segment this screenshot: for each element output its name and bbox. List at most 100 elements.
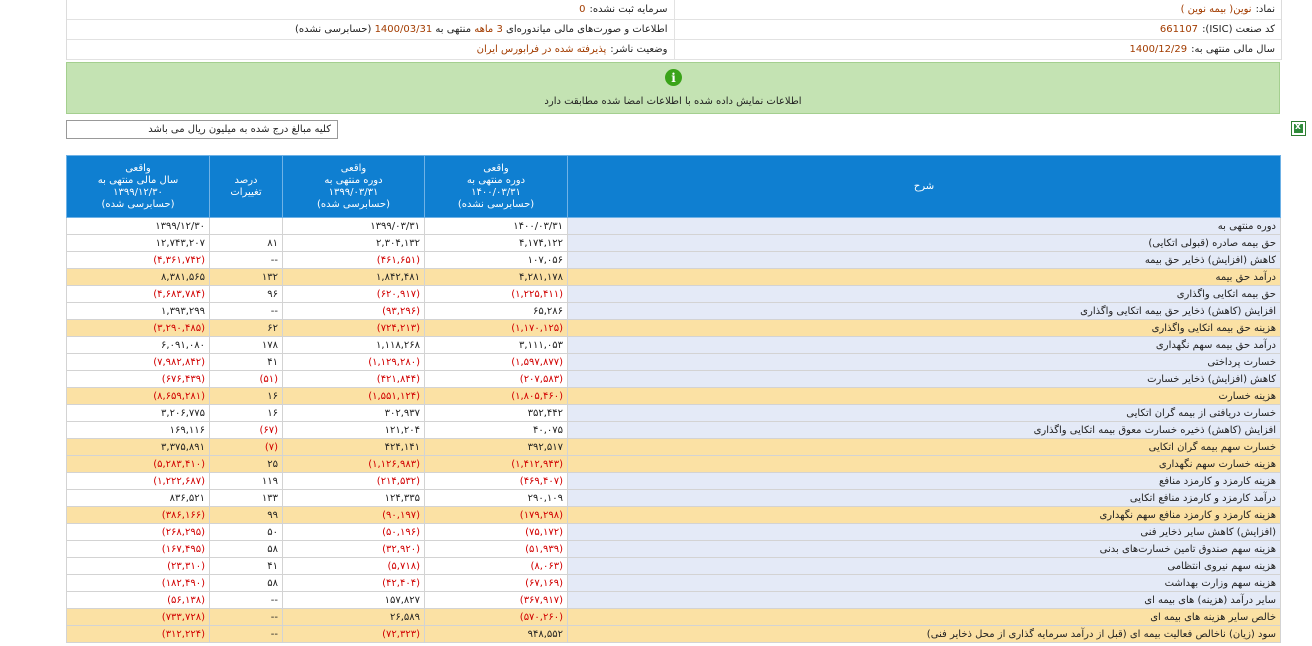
value-cell: ۹۴۸,۵۵۲ (424, 625, 568, 643)
value-cell: (۴۶۹,۴۰۷) (424, 472, 568, 490)
value-cell: (۱,۲۲۵,۴۱۱) (424, 285, 568, 303)
value-cell: (۹۰,۱۹۷) (282, 506, 425, 524)
value-cell: ۱,۳۹۳,۲۹۹ (66, 302, 210, 320)
value-cell: ۱۳۹۹/۰۳/۳۱ (282, 217, 425, 235)
row-label: خسارت سهم بیمه گران اتکایی (567, 438, 1281, 456)
info-row-3: سال مالی منتهی به: 1400/12/29 وضعیت ناشر… (67, 40, 1281, 60)
value-cell: ۸,۳۸۱,۵۶۵ (66, 268, 210, 286)
table-row: خسارت دریافتی از بیمه گران اتکایی ۳۵۲,۴۴۲… (66, 404, 1281, 422)
change-percent-cell: ۵۸ (209, 540, 283, 558)
table-row: حق بیمه صادره (قبولی اتکایی) ۴,۱۷۴,۱۲۲ ۲,۳… (66, 234, 1281, 252)
value-cell: ۲۹۰,۱۰۹ (424, 489, 568, 507)
value-cell: (۷,۹۸۲,۸۴۲) (66, 353, 210, 371)
value-cell: (۱,۴۱۲,۹۴۳) (424, 455, 568, 473)
publisher-status-value: پذیرفته شده در فرابورس ایران (476, 44, 607, 55)
row-label: سود (زیان) ناخالص فعالیت بیمه ای (قبل از… (567, 625, 1281, 643)
row-label: هزینه حق بیمه اتکایی واگذاری (567, 319, 1281, 337)
symbol-label: نماد: (1255, 4, 1275, 15)
value-cell: (۶۷۶,۴۳۹) (66, 370, 210, 388)
table-row: کاهش (افزایش) ذخایر خسارت (۲۰۷,۵۸۳) (۴۲۱,۸… (66, 370, 1281, 388)
table-row: کاهش (افزایش) ذخایر حق بیمه ۱۰۷,۰۵۶ (۴۶۱,۶… (66, 251, 1281, 269)
value-cell: (۱,۱۲۹,۲۸۰) (282, 353, 425, 371)
change-percent-cell: ۱۳۲ (209, 268, 283, 286)
table-row: حق بیمه اتکایی واگذاری (۱,۲۲۵,۴۱۱) (۶۲۰,۹۱… (66, 285, 1281, 303)
value-cell: ۴۲۴,۱۴۱ (282, 438, 425, 456)
value-cell: (۳۱۲,۲۲۴) (66, 625, 210, 643)
table-row: خسارت سهم بیمه گران اتکایی ۳۹۲,۵۱۷ ۴۲۴,۱۴۱… (66, 438, 1281, 456)
unregistered-capital-value: 0 (579, 4, 586, 15)
fiscal-year-value: 1400/12/29 (1129, 44, 1188, 55)
change-percent-cell: ۱۱۹ (209, 472, 283, 490)
value-cell: (۴۲,۴۰۴) (282, 574, 425, 592)
row-label: خالص سایر هزینه های بیمه ای (567, 608, 1281, 626)
table-row: هزینه کارمزد و کارمزد منافع سهم نگهداری(… (66, 506, 1281, 524)
table-row: سود (زیان) ناخالص فعالیت بیمه ای (قبل از… (66, 625, 1281, 643)
value-cell: ۱۶۹,۱۱۶ (66, 421, 210, 439)
value-cell: (۲۳,۳۱۰) (66, 557, 210, 575)
value-cell: ۳,۱۱۱,۰۵۳ (424, 336, 568, 354)
change-percent-cell: ۱۶ (209, 404, 283, 422)
income-statement-table: شرح واقعی دوره منتهی به ۱۴۰۰/۰۳/۳۱ (حسابرسی… (66, 155, 1281, 643)
row-label: هزینه کارمزد و کارمزد منافع (567, 472, 1281, 490)
symbol-value[interactable]: نوین( بیمه نوین ) (1180, 4, 1252, 15)
row-label: هزینه سهم وزارت بهداشت (567, 574, 1281, 592)
value-cell: (۲۱۴,۵۳۲) (282, 472, 425, 490)
change-percent-cell: ۶۲ (209, 319, 283, 337)
row-label: خسارت دریافتی از بیمه گران اتکایی (567, 404, 1281, 422)
info-icon: i (665, 69, 682, 86)
value-cell: (۱,۱۷۰,۱۲۵) (424, 319, 568, 337)
value-cell: (۲۶۸,۲۹۵) (66, 523, 210, 541)
table-row: خسارت پرداختی (۱,۵۹۷,۸۷۷) (۱,۱۲۹,۲۸۰) ۴۱ (۷,… (66, 353, 1281, 371)
company-info-panel: نماد: نوین( بیمه نوین ) سرمایه ثبت نشده:… (66, 0, 1282, 60)
value-cell: ۳۵۲,۴۴۲ (424, 404, 568, 422)
value-cell: (۱۷۹,۲۹۸) (424, 506, 568, 524)
value-cell: ۳۹۲,۵۱۷ (424, 438, 568, 456)
table-row: سایر درآمد (هزینه) های بیمه ای (۳۶۷,۹۱۷) ۱… (66, 591, 1281, 609)
change-percent-cell: (۶۷) (209, 421, 283, 439)
header-change-percent: درصد تغییرات (209, 155, 283, 218)
value-cell: ۳۰۲,۹۳۷ (282, 404, 425, 422)
change-percent-cell: (۷) (209, 438, 283, 456)
table-row: (افزایش) کاهش سایر ذخایر فنی (۷۵,۱۷۲) (۵۰,… (66, 523, 1281, 541)
value-cell: (۸,۰۶۳) (424, 557, 568, 575)
value-cell: ۴,۲۸۱,۱۷۸ (424, 268, 568, 286)
change-percent-cell: ۹۹ (209, 506, 283, 524)
change-percent-cell: (۵۱) (209, 370, 283, 388)
row-label: کاهش (افزایش) ذخایر خسارت (567, 370, 1281, 388)
excel-icon[interactable] (1291, 121, 1306, 136)
unregistered-capital-label: سرمایه ثبت نشده: (589, 4, 668, 15)
symbol-cell: نماد: نوین( بیمه نوین ) (673, 0, 1282, 19)
table-row: هزینه کارمزد و کارمزد منافع (۴۶۹,۴۰۷) (۲۱۴… (66, 472, 1281, 490)
publisher-status-label: وضعیت ناشر: (610, 44, 668, 55)
change-percent-cell: ۱۳۳ (209, 489, 283, 507)
change-percent-cell: ۴۱ (209, 557, 283, 575)
value-cell: (۱,۵۹۷,۸۷۷) (424, 353, 568, 371)
table-row: هزینه حق بیمه اتکایی واگذاری (۱,۱۷۰,۱۲۵)(… (66, 319, 1281, 337)
unit-note: کلیه مبالغ درج شده به میلیون ریال می باش… (66, 120, 338, 139)
value-cell: (۱,۵۵۱,۱۲۴) (282, 387, 425, 405)
row-label: هزینه خسارت سهم نگهداری (567, 455, 1281, 473)
table-row: هزینه سهم وزارت بهداشت (۶۷,۱۶۹) (۴۲,۴۰۴) ۵۸… (66, 574, 1281, 592)
value-cell: (۷۲,۳۲۳) (282, 625, 425, 643)
table-row: افزایش (کاهش) ذخایر حق بیمه اتکایی واگذا… (66, 302, 1281, 320)
change-percent-cell: ۵۸ (209, 574, 283, 592)
isic-value: 661107 (1159, 24, 1199, 35)
value-cell: ۴۰,۰۷۵ (424, 421, 568, 439)
change-percent-cell: -- (209, 302, 283, 320)
value-cell: (۴۲۱,۸۴۴) (282, 370, 425, 388)
unregistered-capital-cell: سرمایه ثبت نشده: 0 (67, 0, 674, 19)
value-cell: (۳۲,۹۲۰) (282, 540, 425, 558)
change-percent-cell: ۵۰ (209, 523, 283, 541)
publisher-status-cell: وضعیت ناشر: پذیرفته شده در فرابورس ایران (67, 40, 674, 59)
value-cell: (۹۳,۲۹۶) (282, 302, 425, 320)
change-percent-cell: ۸۱ (209, 234, 283, 252)
report-period: 3 ماهه (474, 24, 503, 35)
value-cell: ۱,۱۱۸,۲۶۸ (282, 336, 425, 354)
change-percent-cell: ۴۱ (209, 353, 283, 371)
info-row-1: نماد: نوین( بیمه نوین ) سرمایه ثبت نشده:… (67, 0, 1281, 20)
table-row: دوره منتهی به ۱۴۰۰/۰۳/۳۱ ۱۳۹۹/۰۳/۳۱ ۱۳۹۹/۱۲… (66, 217, 1281, 235)
table-header-row: شرح واقعی دوره منتهی به ۱۴۰۰/۰۳/۳۱ (حسابرسی… (66, 155, 1281, 218)
change-percent-cell: -- (209, 625, 283, 643)
value-cell: (۱,۸۰۵,۴۶۰) (424, 387, 568, 405)
table-row: درآمد حق بیمه ۴,۲۸۱,۱۷۸ ۱,۸۴۲,۴۸۱ ۱۳۲ ۸,۳۸۱,… (66, 268, 1281, 286)
